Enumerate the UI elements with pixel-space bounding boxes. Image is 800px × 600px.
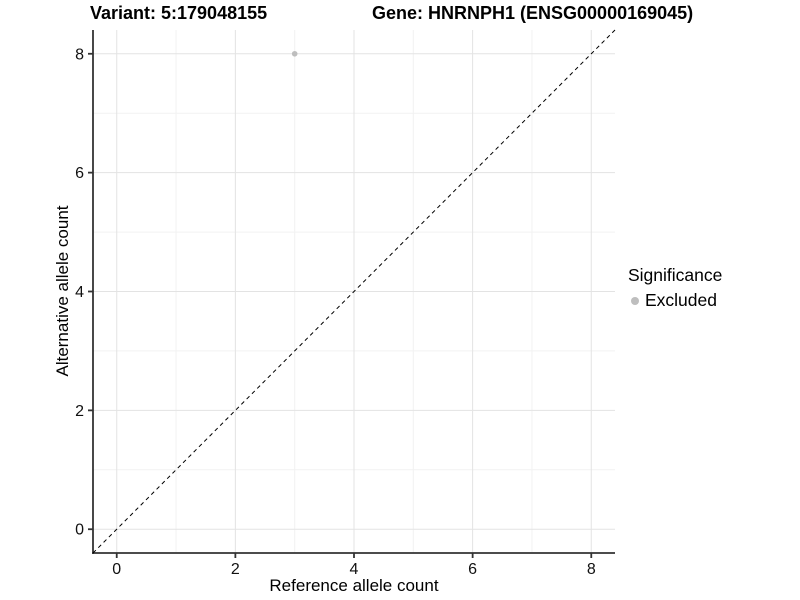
legend-point-icon	[631, 296, 639, 305]
x-tick-label: 6	[468, 561, 477, 578]
x-tick-label: 8	[587, 561, 596, 578]
x-tick-label: 0	[112, 561, 121, 578]
variant-title: Variant: 5:179048155	[90, 3, 268, 23]
legend-title: Significance	[628, 265, 723, 285]
legend: Significance Excluded	[628, 265, 722, 311]
identity-reference-line	[92, 29, 616, 554]
gene-title: Gene: HNRNPH1 (ENSG00000169045)	[372, 3, 694, 23]
y-tick-label: 2	[75, 403, 84, 420]
x-axis-title: Reference allele count	[269, 576, 439, 595]
x-tick-label: 2	[231, 561, 240, 578]
legend-item-label: Excluded	[645, 290, 717, 310]
data-point	[291, 50, 298, 57]
y-tick-label: 8	[75, 46, 84, 63]
legend-item-excluded: Excluded	[628, 290, 722, 311]
y-tick-label: 0	[75, 522, 84, 539]
y-tick-label: 4	[75, 284, 84, 301]
y-axis-title-text: Alternative allele count	[53, 205, 72, 377]
x-tick-label: 4	[350, 561, 359, 578]
y-tick-label: 6	[75, 165, 84, 182]
